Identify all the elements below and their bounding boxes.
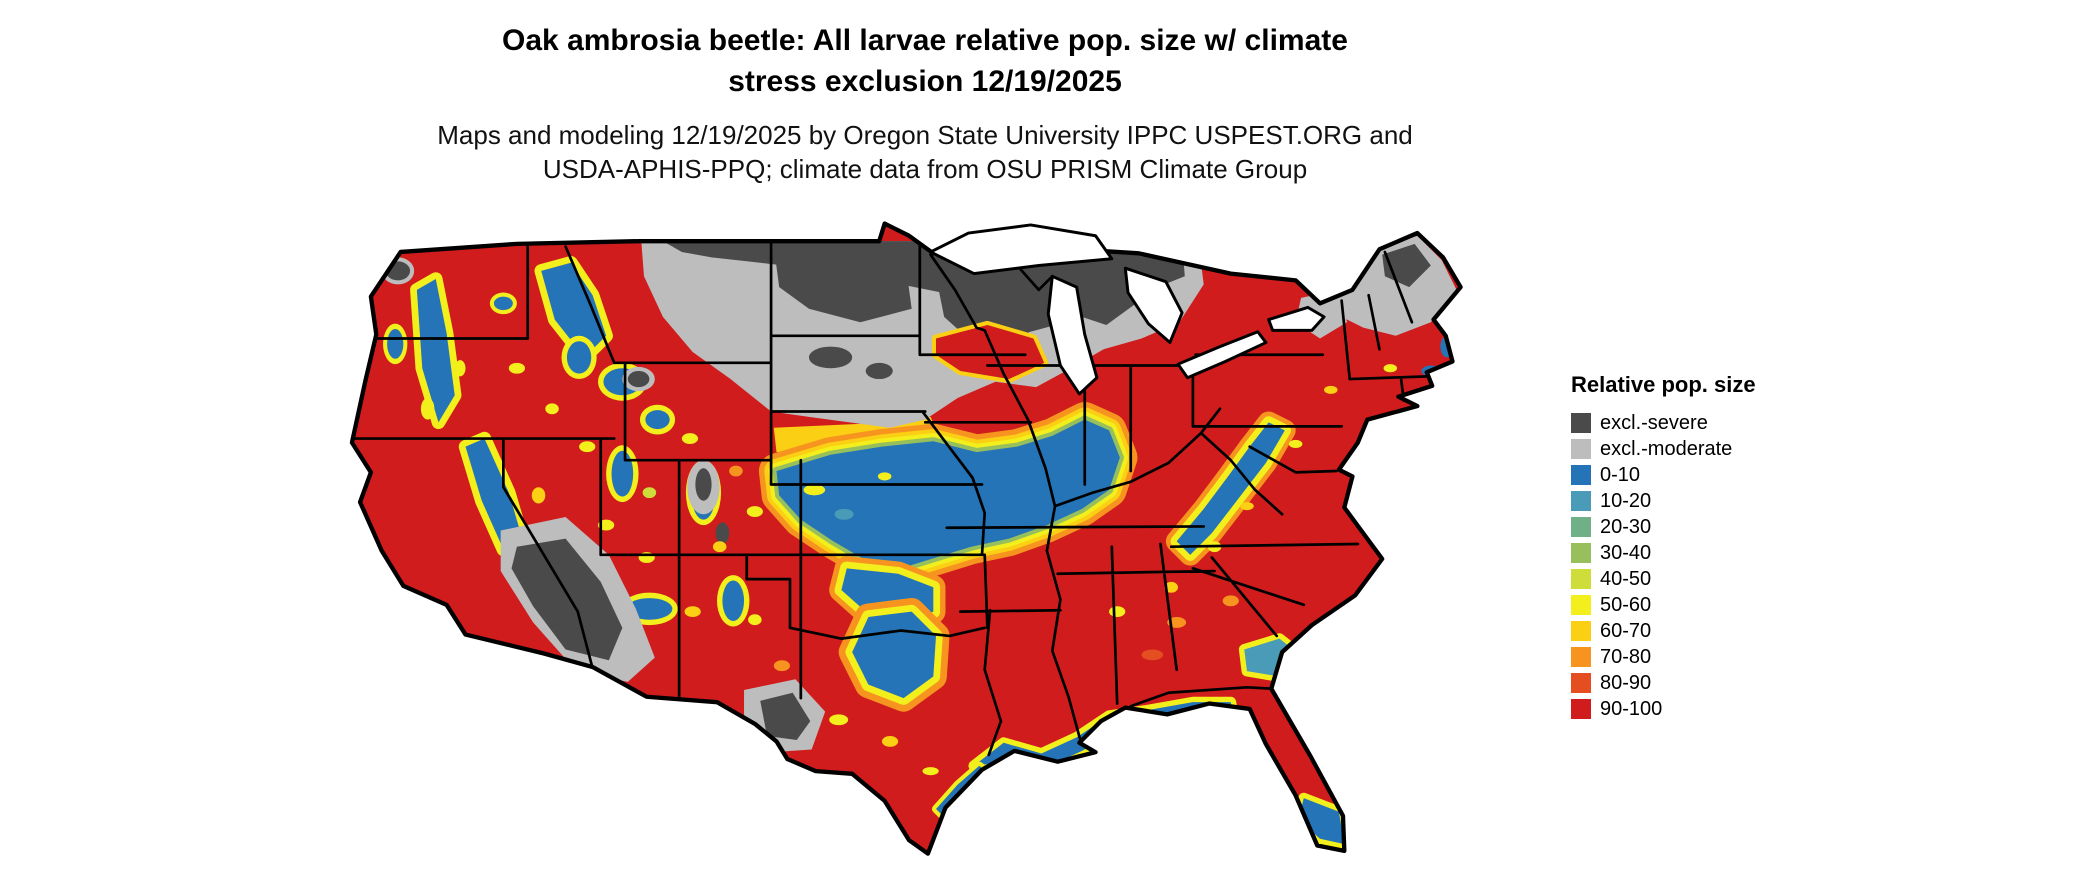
legend-swatch — [1571, 699, 1591, 719]
legend-swatch — [1571, 621, 1591, 641]
us-map — [349, 221, 1463, 856]
raster-ga-coast — [1238, 633, 1310, 682]
raster-exclusion-southwest — [381, 257, 826, 753]
legend-swatch — [1571, 673, 1591, 693]
legend-label: excl.-moderate — [1600, 438, 1733, 460]
legend-swatch — [1571, 465, 1591, 485]
legend-label: 40-50 — [1600, 568, 1652, 590]
legend-item: excl.-severe — [1571, 410, 1851, 436]
legend-swatch — [1571, 647, 1591, 667]
legend-item: 30-40 — [1571, 540, 1851, 566]
map-area — [300, 206, 1545, 882]
legend-label: 0-10 — [1600, 464, 1641, 486]
us-outline — [349, 221, 1463, 856]
lake-superior — [929, 223, 1114, 276]
state-borders — [353, 239, 1430, 757]
raster-appalachian-low — [1165, 411, 1296, 566]
legend-item: 70-80 — [1571, 644, 1851, 670]
legend-swatch — [1571, 413, 1591, 433]
legend-label: 60-70 — [1600, 620, 1652, 642]
legend-label: 20-30 — [1600, 516, 1652, 538]
legend-swatch — [1571, 439, 1591, 459]
legend: Relative pop. size excl.-severe excl.-mod… — [1571, 372, 1851, 722]
legend-swatch — [1571, 543, 1591, 563]
legend-item: 40-50 — [1571, 566, 1851, 592]
subtitle-line-1: Maps and modeling 12/19/2025 by Oregon S… — [437, 120, 1413, 150]
legend-label: excl.-severe — [1600, 412, 1708, 434]
legend-label: 50-60 — [1600, 594, 1652, 616]
legend-items: excl.-severe excl.-moderate 0-10 10-20 20-30… — [1571, 410, 1851, 722]
legend-item: excl.-moderate — [1571, 436, 1851, 462]
legend-swatch — [1571, 491, 1591, 511]
subtitle-line-2: USDA-APHIS-PPQ; climate data from OSU PR… — [542, 154, 1308, 184]
legend-item: 10-20 — [1571, 488, 1851, 514]
legend-label: 30-40 — [1600, 542, 1652, 564]
lake-erie — [1176, 330, 1268, 380]
legend-swatch — [1571, 569, 1591, 589]
great-lakes — [929, 223, 1326, 396]
legend-swatch — [1571, 595, 1591, 615]
legend-item: 80-90 — [1571, 670, 1851, 696]
legend-label: 10-20 — [1600, 490, 1652, 512]
page-subtitle: Maps and modeling 12/19/2025 by Oregon S… — [305, 118, 1545, 186]
legend-item: 60-70 — [1571, 618, 1851, 644]
legend-item: 50-60 — [1571, 592, 1851, 618]
legend-label: 90-100 — [1600, 698, 1663, 720]
legend-label: 70-80 — [1600, 646, 1652, 668]
title-line-2: stress exclusion 12/19/2025 — [728, 65, 1122, 98]
legend-item: 0-10 — [1571, 462, 1851, 488]
legend-swatch — [1571, 517, 1591, 537]
raster-central-low — [758, 402, 1138, 712]
page-title: Oak ambrosia beetle: All larvae relative… — [305, 20, 1545, 102]
legend-label: 80-90 — [1600, 672, 1652, 694]
legend-item: 20-30 — [1571, 514, 1851, 540]
lake-ontario — [1267, 305, 1326, 332]
legend-title: Relative pop. size — [1571, 372, 1756, 397]
lake-huron — [1123, 266, 1184, 345]
title-line-1: Oak ambrosia beetle: All larvae relative… — [502, 24, 1348, 57]
legend-item: 90-100 — [1571, 696, 1851, 722]
lake-michigan — [1046, 274, 1099, 396]
